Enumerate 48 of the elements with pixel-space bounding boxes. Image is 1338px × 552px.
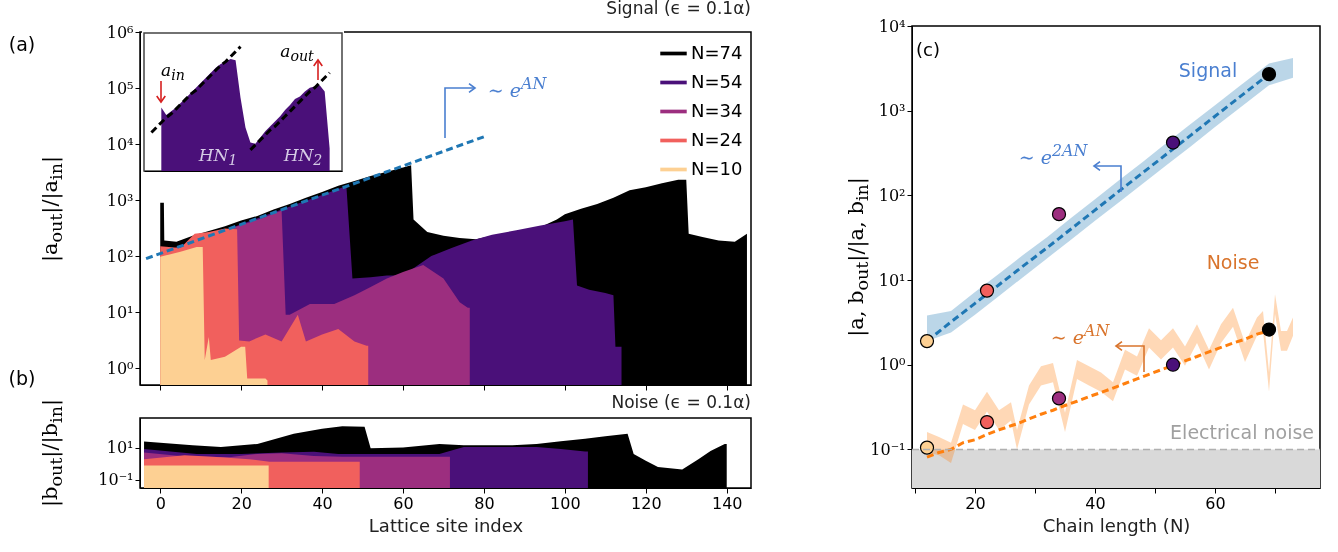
y-tick-label: 10¹ bbox=[106, 302, 134, 322]
x-tick-label: 40 bbox=[1085, 493, 1106, 513]
x-tick-label: 80 bbox=[474, 493, 495, 513]
y-tick-label: 10⁵ bbox=[106, 78, 134, 98]
x-tick-label: 60 bbox=[393, 493, 414, 513]
text: (a) bbox=[8, 32, 36, 55]
y-tick-label: 10¹ bbox=[106, 438, 134, 458]
annotation: ∼ e$^{2AN}$ bbox=[1018, 141, 1088, 168]
x-tick-label: 20 bbox=[965, 493, 986, 513]
x-tick-label: 140 bbox=[711, 493, 743, 513]
chart-title: Signal (ϵ = 0.1α) bbox=[606, 0, 751, 18]
annotation: a$_{out}$ bbox=[280, 40, 314, 65]
y-tick-label: 10³ bbox=[878, 101, 906, 121]
annotation: Noise bbox=[1206, 250, 1260, 273]
annotation: Signal bbox=[1178, 58, 1238, 81]
legend-label: N=74 bbox=[691, 41, 743, 63]
legend-label: N=24 bbox=[691, 128, 743, 150]
annotation: ∼ e$^{AN}$ bbox=[1050, 321, 1110, 348]
x-tick-label: 0 bbox=[155, 493, 166, 513]
x-tick-label: 40 bbox=[312, 493, 333, 513]
y-tick-label: 10⁴ bbox=[878, 16, 906, 36]
annotation: HN$_{1}$ bbox=[198, 144, 238, 169]
text: (b) bbox=[8, 366, 36, 389]
annotation: (c) bbox=[916, 39, 940, 60]
y-tick-label: 10³ bbox=[106, 190, 134, 210]
y-tick-label: 10⁶ bbox=[106, 22, 134, 42]
x-tick-label: 20 bbox=[231, 493, 252, 513]
y-tick-label: 10² bbox=[878, 185, 906, 205]
annotation: HN$_{2}$ bbox=[283, 144, 323, 169]
y-tick-label: 10⁰ bbox=[878, 355, 906, 375]
legend-label: N=54 bbox=[691, 70, 743, 92]
y-tick-label: 10⁻¹ bbox=[870, 439, 906, 459]
x-tick-label: 60 bbox=[1205, 493, 1226, 513]
annotation: ∼ e$^{AN}$ bbox=[487, 74, 547, 101]
y-tick-label: 10⁴ bbox=[106, 134, 134, 154]
legend-label: N=10 bbox=[691, 157, 743, 179]
y-tick-label: 10¹ bbox=[878, 270, 906, 290]
x-tick-label: 100 bbox=[550, 493, 581, 513]
x-tick-label: 120 bbox=[631, 493, 662, 513]
band-label: Electrical noise bbox=[1170, 421, 1314, 444]
y-tick-label: 10⁻¹ bbox=[98, 470, 134, 490]
y-tick-label: 10² bbox=[106, 246, 134, 266]
y-tick-label: 10⁰ bbox=[106, 358, 134, 378]
x-axis-title: Lattice site index bbox=[368, 514, 524, 536]
legend-label: N=34 bbox=[691, 99, 743, 121]
chart-title: Noise (ϵ = 0.1α) bbox=[611, 392, 751, 412]
annotation: a$_{in}$ bbox=[161, 59, 185, 84]
x-axis-title: Chain length (N) bbox=[1042, 514, 1191, 536]
